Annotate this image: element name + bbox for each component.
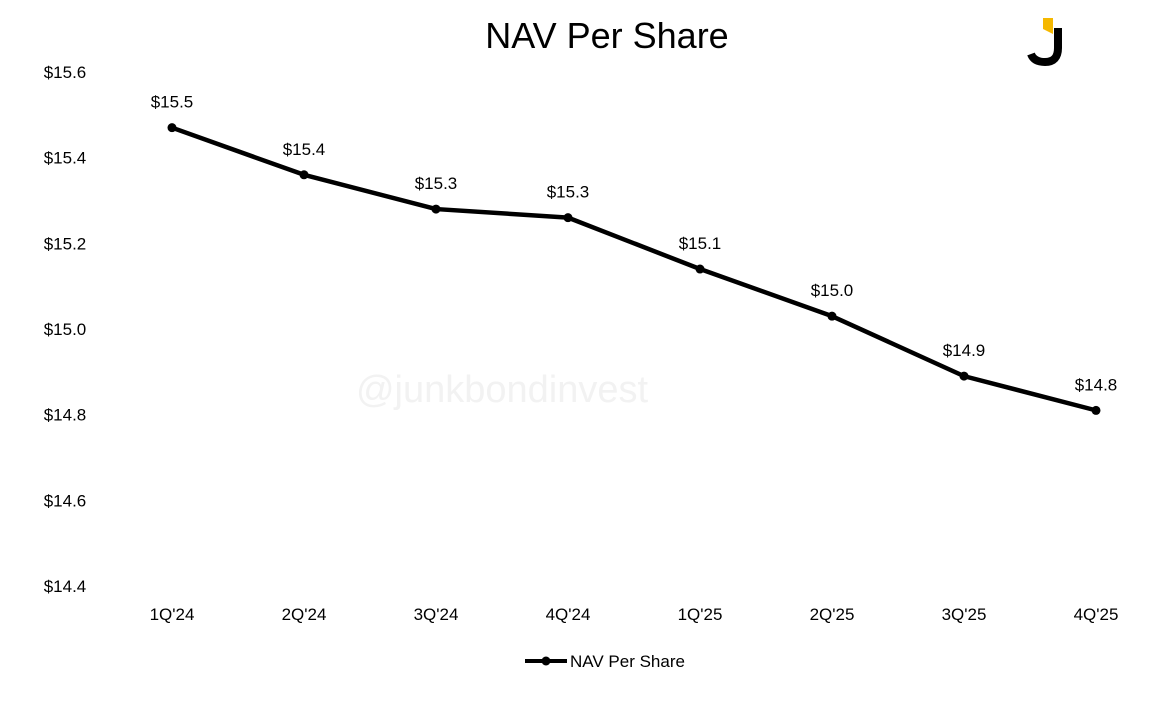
y-tick-label: $15.6 [44,63,87,82]
data-label: $15.3 [415,174,458,193]
y-tick-label: $15.4 [44,149,87,168]
watermark: @junkbondinvest [356,369,649,411]
x-tick-label: 2Q'25 [810,605,855,624]
x-tick-label: 1Q'25 [678,605,723,624]
chart-title: NAV Per Share [485,15,728,56]
x-tick-label: 3Q'25 [942,605,987,624]
logo-accent [1043,18,1053,34]
series-line [169,125,1099,413]
data-label: $15.3 [547,183,590,202]
data-point [299,170,309,180]
data-label: $14.8 [1075,375,1118,394]
data-point [959,371,969,381]
x-tick-label: 3Q'24 [414,605,459,624]
data-label: $15.4 [283,140,326,159]
data-label: $14.9 [943,341,986,360]
x-tick-label: 2Q'24 [282,605,327,624]
brand-logo [1027,18,1062,67]
y-axis: $15.6 $15.4 $15.2 $15.0 $14.8 $14.6 $14.4 [44,63,87,596]
data-label: $15.0 [811,281,854,300]
data-label: $15.1 [679,234,722,253]
data-point [563,213,573,223]
data-labels: $15.5 $15.4 $15.3 $15.3 $15.1 $15.0 $14.9 $14.8 [151,93,1118,395]
data-point [167,123,177,133]
y-tick-label: $14.8 [44,406,87,425]
y-tick-label: $15.0 [44,320,87,339]
logo-hook [1027,28,1062,67]
legend-marker [541,656,551,666]
data-point [827,311,837,321]
series-group [167,123,1101,415]
legend-label: NAV Per Share [570,652,685,671]
x-tick-label: 4Q'24 [546,605,591,624]
y-tick-label: $14.6 [44,491,87,510]
data-point [695,264,705,274]
legend: NAV Per Share [525,652,685,671]
data-point [1091,405,1101,415]
data-label: $15.5 [151,93,194,112]
x-tick-label: 1Q'24 [150,605,195,624]
x-tick-label: 4Q'25 [1074,605,1119,624]
data-point [431,204,441,214]
x-axis: 1Q'24 2Q'24 3Q'24 4Q'24 1Q'25 2Q'25 3Q'25 4Q'25 [150,605,1119,624]
y-tick-label: $14.4 [44,577,87,596]
y-tick-label: $15.2 [44,234,87,253]
